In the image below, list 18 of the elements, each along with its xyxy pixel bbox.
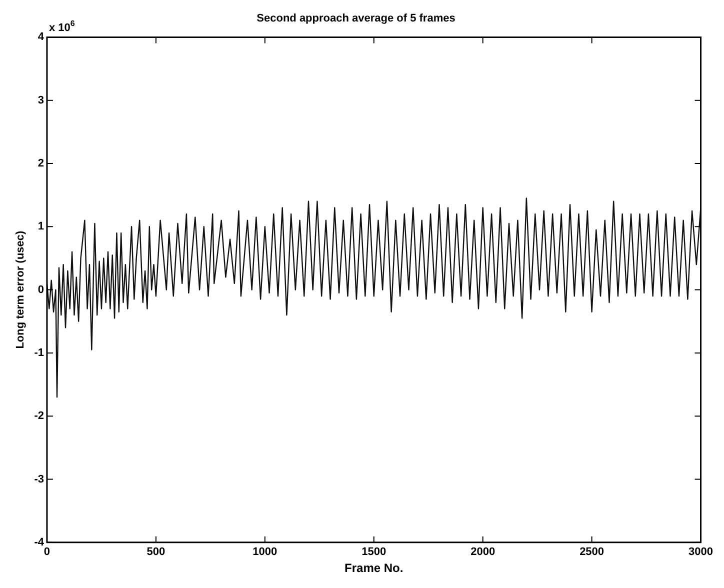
- y-tick-label: 3: [38, 94, 44, 106]
- chart-title: Second approach average of 5 frames: [256, 12, 456, 25]
- x-tick-label: 3000: [688, 546, 714, 558]
- y-tick-label: -4: [34, 536, 45, 548]
- y-tick-label: -1: [34, 346, 44, 359]
- x-axis-title: Frame No.: [344, 561, 404, 576]
- x-tick-label: 2500: [580, 546, 604, 558]
- y-tick-label: -3: [34, 473, 44, 486]
- x-tick-label: 2000: [470, 546, 496, 558]
- y-tick-label: 2: [38, 158, 44, 170]
- x-tick-label: 500: [146, 546, 166, 558]
- y-tick-label: -2: [34, 410, 44, 422]
- y-tick-label: 0: [38, 284, 44, 296]
- x-tick-label: 1000: [252, 546, 278, 558]
- y-axis-title: Long term error (usec): [14, 230, 27, 349]
- x-tick-label: 1500: [362, 546, 386, 558]
- y-tick-label: 1: [38, 220, 44, 233]
- y-tick-label: 4: [38, 31, 45, 44]
